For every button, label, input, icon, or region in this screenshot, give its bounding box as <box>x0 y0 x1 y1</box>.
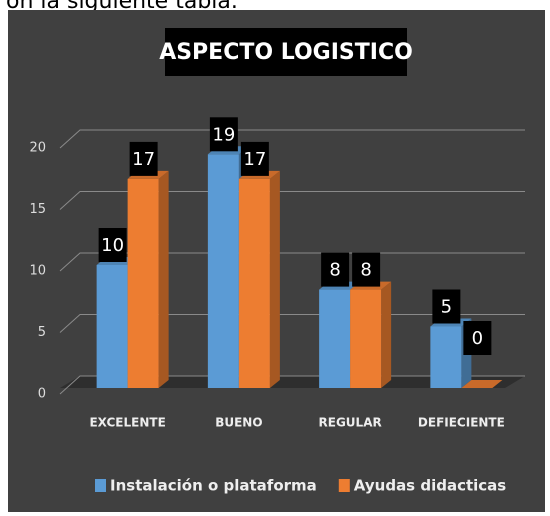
data-label: 8 <box>360 260 371 281</box>
bar <box>239 179 270 388</box>
bar-side <box>159 171 169 388</box>
bar-side <box>270 171 280 388</box>
y-tick-label: 15 <box>29 202 46 217</box>
x-tick-label: EXCELENTE <box>89 416 165 430</box>
y-tick-label: 10 <box>29 264 46 279</box>
x-tick-label: BUENO <box>215 416 262 430</box>
x-tick-label: REGULAR <box>319 416 382 430</box>
y-tick-label: 5 <box>38 325 46 340</box>
legend-swatch <box>95 479 106 492</box>
data-label: 8 <box>329 260 340 281</box>
bar <box>97 265 128 388</box>
legend-label: Instalación o plataforma <box>110 477 317 495</box>
bar <box>319 290 350 388</box>
bar <box>430 327 461 389</box>
data-label: 17 <box>132 149 155 170</box>
legend-label: Ayudas didacticas <box>354 477 506 495</box>
chart-title: ASPECTO LOGISTICO <box>159 40 413 65</box>
data-label: 5 <box>441 297 452 318</box>
data-label: 19 <box>212 124 235 145</box>
bar <box>350 290 381 388</box>
bar-side <box>381 282 391 388</box>
data-label: 17 <box>243 149 266 170</box>
data-label: 10 <box>101 235 124 256</box>
y-tick-label: 20 <box>29 141 46 156</box>
bar <box>208 154 239 388</box>
x-tick-label: DEFIECIENTE <box>418 416 505 430</box>
bar <box>128 179 159 388</box>
data-label: 0 <box>472 328 483 349</box>
legend-swatch <box>339 479 350 492</box>
y-tick-label: 0 <box>38 387 46 402</box>
